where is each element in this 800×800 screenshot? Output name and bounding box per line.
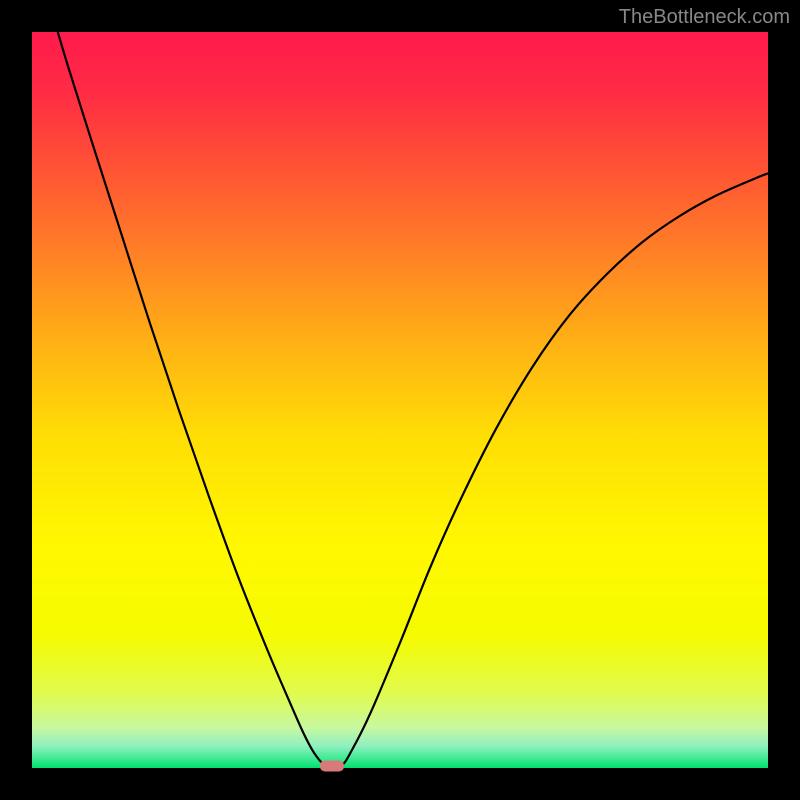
- optimal-point-marker: [320, 760, 344, 771]
- curve-path: [58, 32, 768, 768]
- chart-plot-area: [32, 32, 768, 768]
- bottleneck-curve: [32, 32, 768, 768]
- watermark-text: TheBottleneck.com: [619, 6, 790, 29]
